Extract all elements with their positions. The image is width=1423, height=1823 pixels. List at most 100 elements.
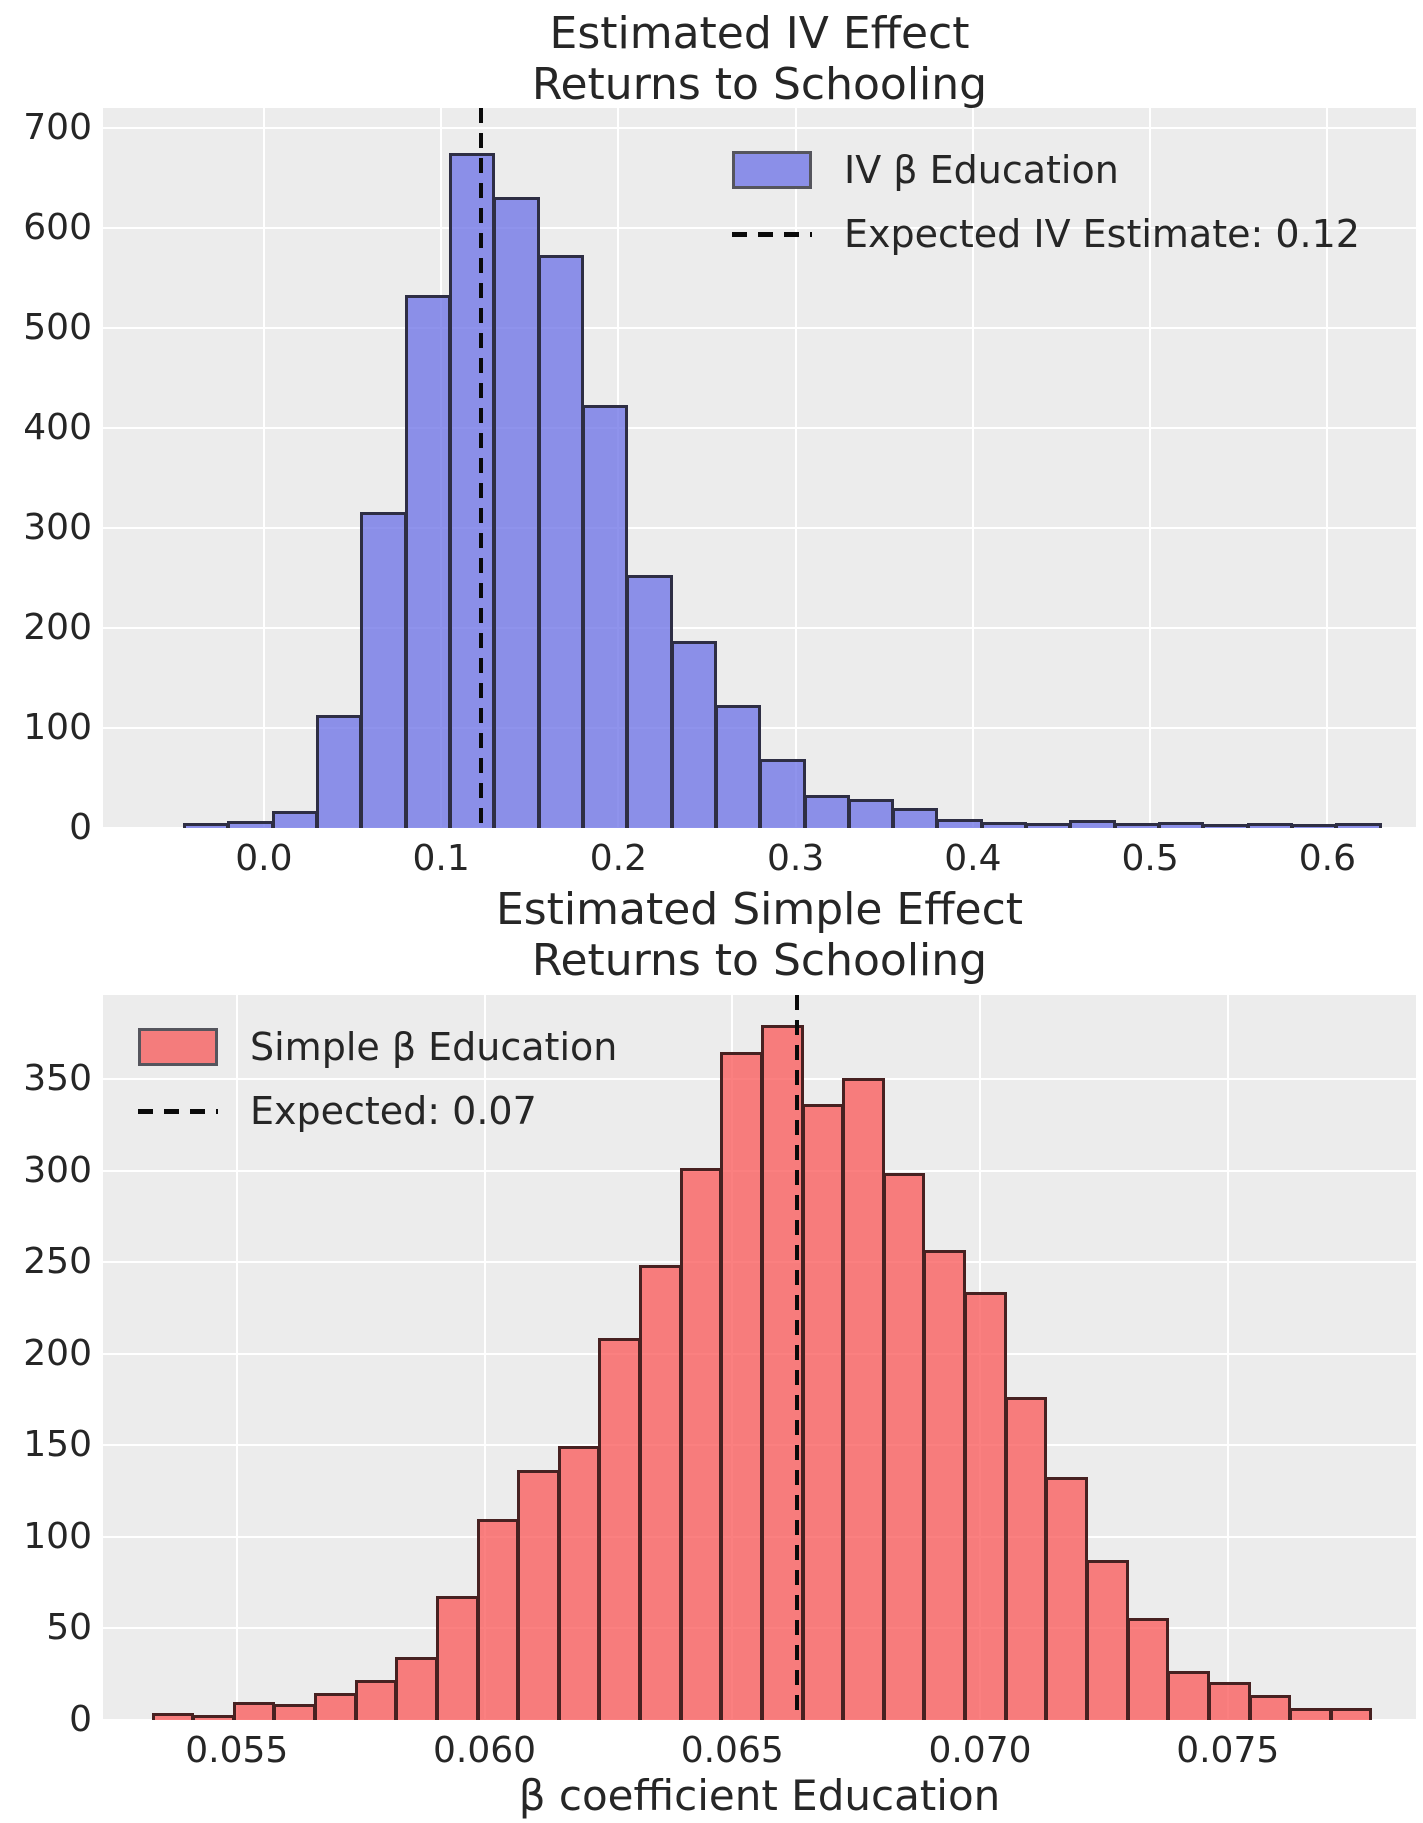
histogram-bar xyxy=(1025,823,1072,828)
x-gridline xyxy=(235,995,238,1720)
y-tick-label: 100 xyxy=(23,707,92,748)
y-tick-label: 200 xyxy=(23,607,92,648)
x-tick-label: 0.1 xyxy=(412,838,470,879)
y-gridline xyxy=(103,327,1416,329)
x-tick-label: 0.3 xyxy=(767,838,825,879)
histogram-bar xyxy=(271,811,319,828)
histogram-bar xyxy=(923,1250,967,1720)
histogram-bar xyxy=(1086,1559,1129,1720)
y-tick-label: 100 xyxy=(23,1515,92,1557)
histogram-bar xyxy=(354,1680,398,1720)
histogram-bar xyxy=(670,641,717,828)
y-tick-label: 600 xyxy=(23,207,92,248)
iv-legend-series-label: IV β Education xyxy=(844,148,1119,192)
histogram-bar xyxy=(1207,1682,1251,1720)
histogram-bar xyxy=(1113,823,1160,828)
histogram-bar xyxy=(882,1173,926,1720)
y-tick-label: 350 xyxy=(23,1058,92,1100)
x-gridline xyxy=(794,108,797,828)
y-gridline xyxy=(103,427,1416,429)
y-gridline xyxy=(103,627,1416,629)
histogram-bar xyxy=(847,799,895,828)
simple-legend-series-label: Simple β Education xyxy=(250,1025,618,1069)
histogram-bar xyxy=(964,1292,1007,1720)
y-tick-label: 250 xyxy=(23,1241,92,1283)
iv-legend-dashed-line-sample xyxy=(732,231,812,237)
y-tick-label: 300 xyxy=(23,1149,92,1191)
histogram-bar xyxy=(1290,824,1338,828)
histogram-bar xyxy=(1246,823,1293,828)
simple-legend-swatch xyxy=(138,1028,218,1066)
histogram-bar xyxy=(557,1446,601,1720)
histogram-bar xyxy=(1289,1707,1332,1720)
histogram-bar xyxy=(476,1519,520,1720)
y-tick-label: 300 xyxy=(23,507,92,548)
simple-chart-title: Estimated Simple Effect Returns to School… xyxy=(103,884,1416,986)
simple-x-axis-label: β coefficient Education xyxy=(518,1771,1001,1820)
histogram-bar xyxy=(1126,1618,1170,1720)
histogram-bar xyxy=(1167,1671,1210,1720)
histogram-bar xyxy=(842,1078,885,1720)
simple-histogram-plot-area: Simple β Education Expected: 0.07 xyxy=(103,995,1416,1721)
histogram-bar xyxy=(679,1167,723,1720)
x-tick-label: 0.5 xyxy=(1121,838,1179,879)
simple-chart-title-line1: Estimated Simple Effect xyxy=(495,884,1024,935)
x-tick-label: 0.065 xyxy=(680,1730,784,1771)
x-tick-label: 0.4 xyxy=(944,838,1002,879)
histogram-bar xyxy=(183,823,230,828)
y-gridline xyxy=(103,827,1416,829)
histogram-bar xyxy=(493,197,540,828)
x-tick-label: 0.075 xyxy=(1176,1730,1280,1771)
x-gridline xyxy=(1226,995,1229,1720)
histogram-bar xyxy=(227,821,274,828)
y-tick-label: 50 xyxy=(46,1607,92,1649)
histogram-bar xyxy=(801,1103,845,1720)
y-tick-label: 150 xyxy=(23,1424,92,1466)
histogram-bar xyxy=(1202,824,1249,828)
histogram-bar xyxy=(232,1702,276,1720)
simple-chart-title-line2: Returns to Schooling xyxy=(531,935,988,987)
x-tick-label: 0.060 xyxy=(432,1730,537,1771)
x-gridline xyxy=(1326,108,1329,828)
x-tick-label: 0.070 xyxy=(928,1730,1032,1771)
histogram-bar xyxy=(598,1338,642,1720)
histogram-bar xyxy=(314,1693,357,1720)
histogram-bar xyxy=(892,808,939,828)
y-gridline xyxy=(103,227,1416,229)
y-tick-label: 500 xyxy=(23,307,92,348)
histogram-bar xyxy=(1004,1396,1048,1720)
y-gridline xyxy=(103,527,1416,529)
histogram-bar xyxy=(936,819,983,828)
x-tick-label: 0.2 xyxy=(589,838,648,879)
histogram-bar xyxy=(273,1704,317,1720)
iv-legend-expected-row: Expected IV Estimate: 0.12 xyxy=(732,210,1360,258)
histogram-bar xyxy=(714,705,762,828)
y-gridline xyxy=(103,127,1416,129)
histogram-bar xyxy=(1045,1477,1088,1720)
x-tick-label: 0.6 xyxy=(1298,838,1356,879)
histogram-bar xyxy=(151,1713,195,1720)
histogram-bar xyxy=(639,1264,682,1720)
histogram-bar xyxy=(1335,823,1382,828)
histogram-bar xyxy=(626,575,673,828)
iv-legend-swatch xyxy=(732,151,812,189)
simple-legend-dashed-line-sample xyxy=(138,1108,218,1114)
iv-chart-title: Estimated IV Effect Returns to Schooling xyxy=(103,8,1416,110)
y-tick-label: 400 xyxy=(23,407,92,448)
x-gridline xyxy=(1149,108,1152,828)
histogram-bar xyxy=(1158,822,1205,828)
histogram-bar xyxy=(720,1052,763,1720)
histogram-bar xyxy=(1248,1695,1292,1720)
histogram-bar xyxy=(192,1715,235,1720)
histogram-bar xyxy=(1069,820,1116,828)
y-tick-label: 200 xyxy=(23,1332,92,1374)
iv-legend: IV β Education Expected IV Estimate: 0.1… xyxy=(732,146,1360,258)
y-tick-label: 700 xyxy=(23,107,92,148)
y-tick-label: 0 xyxy=(69,1699,92,1740)
histogram-bar xyxy=(1329,1707,1373,1720)
expected-value-dashed-line xyxy=(479,108,484,828)
y-tick-label: 0 xyxy=(69,807,92,848)
histogram-bar xyxy=(316,715,363,828)
histogram-bar xyxy=(537,255,584,828)
